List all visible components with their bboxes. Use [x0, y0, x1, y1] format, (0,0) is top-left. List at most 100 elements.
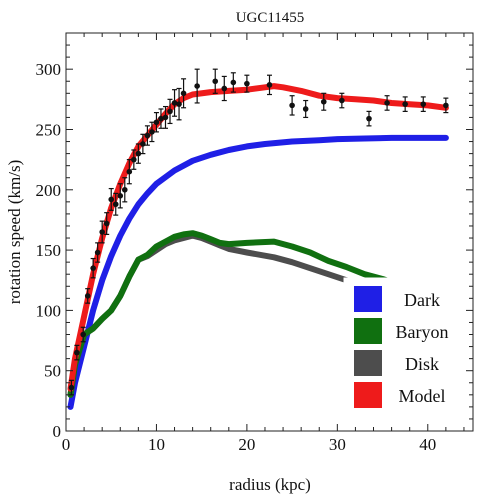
point-marker [68, 384, 75, 391]
data-point [140, 133, 146, 155]
point-marker [302, 106, 309, 112]
data-point [126, 159, 133, 185]
point-marker [420, 101, 427, 107]
legend-label-baryon: Baryon [396, 322, 449, 342]
data-point [212, 68, 219, 94]
point-marker [244, 80, 250, 87]
data-point [366, 110, 372, 127]
data-point [158, 108, 164, 129]
point-marker [212, 78, 219, 85]
y-tick-label: 150 [36, 241, 62, 260]
point-marker [126, 168, 133, 175]
data-point [289, 95, 295, 116]
point-marker [103, 220, 110, 227]
point-marker [366, 115, 372, 122]
legend-swatch-disk [354, 350, 382, 376]
x-tick-label: 10 [148, 435, 165, 454]
data-point [90, 257, 96, 279]
point-marker [153, 119, 160, 126]
legend-swatch-dark [354, 286, 382, 312]
axis-layer: 0 10 20 30 40 0 50 100 150 200 250 300 [36, 33, 473, 454]
x-axis-label: radius (kpc) [229, 475, 311, 494]
point-marker [121, 186, 128, 193]
data-point [230, 72, 237, 93]
y-tick-label: 0 [53, 422, 62, 441]
data-point [384, 95, 390, 111]
point-marker [131, 156, 137, 163]
legend-label-dark: Dark [404, 290, 440, 310]
data-point [135, 143, 142, 164]
data-point [84, 288, 91, 304]
data-point [112, 192, 119, 216]
point-marker [158, 115, 164, 122]
data-point [74, 344, 80, 361]
data-point [121, 177, 128, 203]
data-point [180, 78, 187, 109]
point-marker [230, 79, 237, 86]
x-tick-label: 20 [238, 435, 255, 454]
data-point [144, 125, 151, 146]
y-axis-label: rotation speed (km/s) [5, 160, 24, 304]
point-marker [135, 150, 142, 157]
data-point [339, 92, 345, 109]
legend-swatch-baryon [354, 318, 382, 344]
point-marker [443, 102, 449, 109]
legend-label-disk: Disk [405, 354, 439, 374]
data-point [194, 68, 200, 104]
point-marker [84, 293, 91, 299]
data-point [402, 96, 408, 112]
point-marker [90, 265, 96, 271]
data-point [221, 75, 228, 102]
legend-label-model: Model [399, 386, 446, 406]
legend-swatch-model [354, 382, 382, 408]
series-line-model [67, 83, 449, 392]
y-tick-label: 200 [36, 181, 62, 200]
x-tick-label: 0 [62, 435, 71, 454]
data-point [443, 97, 449, 114]
data-point [162, 105, 169, 129]
point-marker [99, 229, 105, 235]
data-point [266, 74, 273, 96]
point-marker [162, 114, 169, 121]
data-point [171, 89, 178, 117]
point-marker [112, 201, 119, 208]
point-marker [171, 100, 178, 106]
point-marker [74, 349, 80, 356]
legend: Dark Baryon Disk Model [343, 277, 463, 413]
point-marker [167, 108, 173, 115]
point-marker [80, 331, 86, 338]
x-tick-label: 30 [329, 435, 346, 454]
data-point [176, 87, 182, 121]
x-tick-label: 40 [419, 435, 436, 454]
point-marker [108, 196, 115, 203]
data-point [94, 242, 101, 263]
data-point [244, 74, 250, 93]
data-point [153, 111, 160, 133]
point-marker [289, 102, 295, 109]
point-marker [94, 249, 101, 256]
observation-points-layer [68, 68, 449, 396]
point-marker [194, 83, 200, 89]
point-marker [176, 101, 182, 107]
y-tick-label: 250 [36, 120, 62, 139]
series-line-baryon [67, 230, 449, 398]
chart-title: UGC11455 [236, 10, 305, 26]
data-point [68, 379, 75, 396]
y-tick-label: 300 [36, 60, 62, 79]
point-marker [384, 100, 390, 106]
series-line-dark [67, 134, 449, 410]
point-marker [180, 90, 187, 97]
y-tick-label: 100 [36, 301, 62, 320]
data-point [99, 220, 105, 244]
data-point [103, 212, 110, 236]
data-point [302, 99, 309, 119]
point-marker [144, 132, 151, 139]
y-tick-label: 50 [44, 362, 61, 381]
data-point [420, 96, 427, 112]
point-marker [266, 82, 273, 88]
point-marker [320, 98, 327, 105]
data-point [131, 149, 137, 170]
point-marker [402, 101, 408, 107]
point-marker [149, 129, 155, 135]
